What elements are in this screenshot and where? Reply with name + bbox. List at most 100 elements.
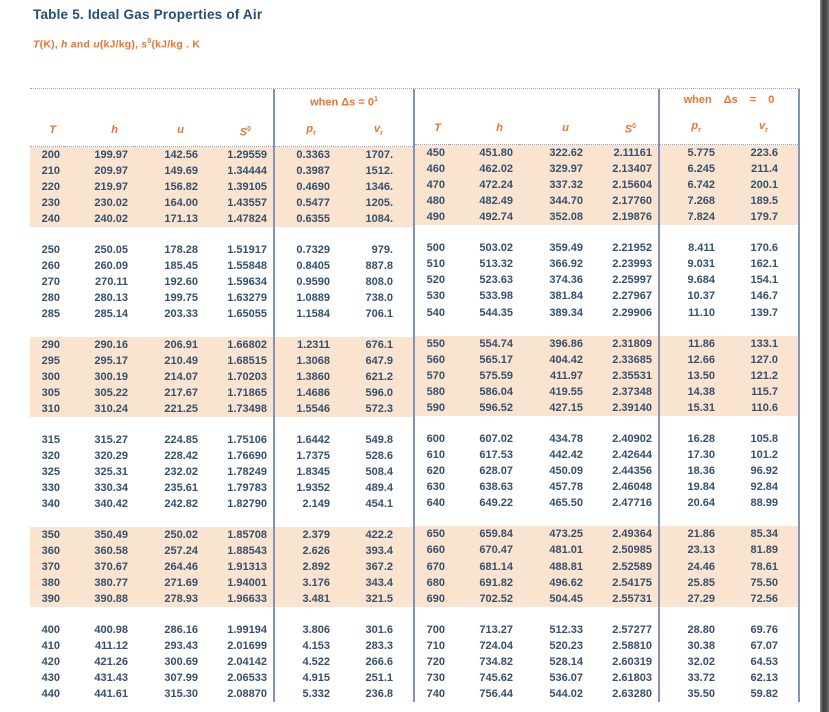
value-cell: 260.09	[94, 260, 128, 273]
value-cell: 560	[415, 351, 449, 368]
value-cell: 2.44356	[612, 465, 652, 478]
value-cell: 1.47824	[202, 211, 274, 228]
value-cell: 285	[41, 308, 60, 321]
value-cell: 16.28	[658, 431, 723, 448]
value-cell: 500	[426, 242, 445, 255]
value-cell: 1.34444	[202, 163, 274, 180]
value-cell: 0.3363	[273, 146, 338, 164]
value-cell: 6.742	[658, 177, 723, 194]
value-cell: 380	[30, 575, 64, 592]
value-cell: 96.92	[750, 465, 778, 478]
value-cell: 228.42	[164, 450, 198, 463]
table-row: 480 482.49 344.70 2.17760 7.268 189.5	[415, 193, 799, 210]
value-cell: 4.153	[273, 638, 338, 655]
value-cell: 1084.	[338, 211, 414, 228]
value-cell: 224.85	[164, 434, 198, 447]
spacer-cell	[415, 511, 449, 527]
value-cell: 580	[415, 383, 449, 400]
table-row: 740 756.44 544.02 2.63280 35.50 59.82	[415, 686, 799, 703]
table-row: 290 290.16 206.91 1.66802 1.2311 676.1	[30, 337, 414, 354]
value-cell: 278.93	[134, 591, 202, 608]
table-row: 630 638.63 457.78 2.46048 19.84 92.84	[415, 479, 799, 496]
value-cell: 2.19876	[587, 209, 659, 226]
table-row: 640 649.22 465.50 2.47716 20.64 88.99	[415, 495, 799, 512]
value-cell: 121.2	[723, 367, 799, 384]
table-row: 580 586.04 419.55 2.37348 14.38 115.7	[415, 383, 799, 400]
spacer-cell	[202, 607, 274, 623]
group-spacer-row	[415, 606, 799, 622]
value-cell: 337.32	[519, 177, 587, 194]
value-cell: 533.98	[479, 290, 513, 303]
spacer-cell	[415, 606, 449, 622]
value-cell: 325	[41, 466, 60, 479]
value-cell: 301.6	[365, 624, 393, 637]
value-cell: 512.33	[549, 623, 583, 636]
value-cell: 457.78	[549, 481, 583, 494]
table-row: 390 390.88 278.93 1.96633 3.481 321.5	[30, 591, 414, 608]
value-cell: 280	[41, 292, 60, 305]
value-cell: 25.85	[658, 574, 723, 591]
value-cell: 105.8	[750, 433, 778, 446]
value-cell: 352.08	[519, 209, 587, 226]
value-cell: 360	[30, 543, 64, 560]
value-cell: 492.74	[449, 209, 519, 226]
value-cell: 1.43557	[202, 195, 274, 212]
table-row: 450 451.80 322.62 2.11161 5.775 223.6	[415, 144, 799, 161]
spacer-cell	[338, 227, 414, 243]
value-cell: 367.2	[338, 559, 414, 576]
spacer-cell	[202, 417, 274, 433]
value-cell: 647.9	[338, 353, 414, 370]
table-row: 440 441.61 315.30 2.08870 5.332 236.8	[30, 686, 414, 703]
value-cell: 344.70	[519, 193, 587, 210]
value-cell: 9.684	[658, 272, 723, 289]
value-cell: 32.02	[658, 653, 723, 670]
value-cell: 2.46048	[612, 481, 652, 494]
table-row: 730 745.62 536.07 2.61803 33.72 62.13	[415, 669, 799, 686]
value-cell: 2.27967	[612, 290, 652, 303]
column-header-letter: u	[562, 121, 569, 134]
value-cell: 586.04	[449, 383, 519, 400]
value-cell: 565.17	[449, 351, 519, 368]
value-cell: 1.3068	[273, 353, 338, 370]
column-header-sub: r	[698, 125, 701, 135]
value-cell: 2.31809	[587, 335, 659, 352]
group-spacer-row	[30, 512, 414, 528]
value-cell: 1205.	[338, 195, 414, 212]
value-cell: 210.49	[134, 353, 202, 370]
value-cell: 230	[30, 195, 64, 212]
value-cell: 508.4	[365, 466, 393, 479]
table-row: 220 219.97 156.82 1.39105 0.4690 1346.	[30, 179, 414, 196]
column-header-letter: p	[691, 120, 699, 133]
value-cell: 390	[30, 591, 64, 608]
table-row: 270 270.11 192.60 1.59634 0.9590 808.0	[30, 274, 414, 291]
value-cell: 628.07	[479, 465, 513, 478]
value-cell: 2.60319	[612, 655, 652, 668]
value-cell: 411.12	[94, 640, 128, 653]
value-cell: 2.29906	[612, 306, 652, 319]
column-header-t: T	[415, 113, 449, 145]
spacer-cell	[587, 320, 659, 336]
value-cell: 30.38	[658, 637, 723, 654]
value-cell: 607.02	[479, 433, 513, 446]
value-cell: 620	[426, 465, 445, 478]
value-cell: 330	[41, 482, 60, 495]
table-row: 305 305.22 217.67 1.71865 1.4686 596.0	[30, 385, 414, 402]
value-cell: 700	[426, 623, 445, 636]
value-cell: 4.915	[273, 670, 338, 687]
value-cell: 638.63	[479, 481, 513, 494]
value-cell: 171.13	[134, 211, 202, 228]
value-cell: 2.15604	[587, 177, 659, 194]
spacer-cell	[587, 511, 659, 527]
value-cell: 5.332	[273, 686, 338, 703]
value-cell: 2.06533	[227, 672, 267, 685]
table-row: 380 380.77 271.69 1.94001 3.176 343.4	[30, 575, 414, 592]
value-cell: 400	[41, 624, 60, 637]
value-cell: 8.411	[658, 240, 723, 257]
value-cell: 270.11	[94, 276, 128, 289]
column-header-letter: v	[758, 120, 766, 133]
spacer-cell	[338, 512, 414, 528]
value-cell: 490	[415, 209, 449, 226]
table-row: 570 575.59 411.97 2.35531 13.50 121.2	[415, 367, 799, 384]
value-cell: 374.36	[549, 274, 583, 287]
